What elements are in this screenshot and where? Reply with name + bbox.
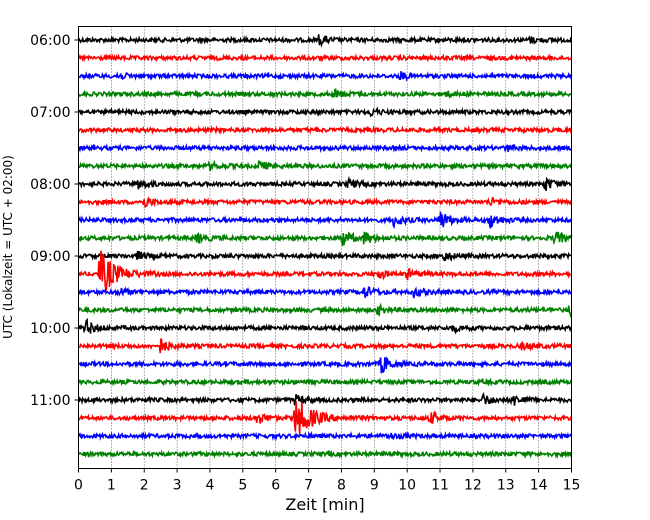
- x-axis-ticks: 0 1 2 3 4 5 6 7 8 9 10 11 12 13 14 15: [74, 468, 581, 494]
- seismic-trace: [78, 401, 573, 436]
- y-tick-label: 08:00: [30, 177, 70, 193]
- y-tick-label: 06:00: [30, 33, 70, 49]
- seismic-trace: [77, 159, 572, 172]
- seismic-trace: [77, 175, 572, 191]
- seismic-trace: [78, 286, 573, 299]
- x-tick-label: 1: [107, 478, 116, 494]
- seismic-trace: [77, 88, 572, 100]
- x-tick-label: 7: [304, 478, 313, 494]
- seismic-trace: [78, 448, 573, 459]
- seismic-trace: [78, 302, 572, 318]
- seismic-trace: [78, 250, 573, 292]
- x-tick-label: 12: [464, 478, 482, 494]
- x-tick-label: 14: [530, 478, 548, 494]
- y-tick-label: 09:00: [30, 249, 70, 265]
- y-tick-label: 10:00: [30, 321, 70, 337]
- seismic-trace: [77, 142, 573, 154]
- x-tick-label: 4: [206, 478, 215, 494]
- seismic-trace: [78, 338, 572, 354]
- seismic-trace: [77, 211, 573, 230]
- trace-lines: [77, 34, 573, 459]
- plot-frame: [78, 26, 572, 469]
- seismic-trace: [78, 392, 573, 406]
- x-tick-label: 6: [271, 478, 280, 494]
- seismic-trace: [77, 231, 573, 247]
- y-tick-label: 07:00: [30, 105, 70, 121]
- y-tick-label: 11:00: [30, 393, 70, 409]
- x-tick-label: 2: [140, 478, 149, 494]
- seismic-trace: [77, 125, 573, 135]
- x-tick-label: 11: [431, 478, 449, 494]
- x-tick-label: 5: [238, 478, 247, 494]
- seismic-trace: [78, 53, 573, 64]
- x-tick-label: 8: [337, 478, 346, 494]
- x-tick-label: 0: [74, 478, 83, 494]
- seismic-trace: [77, 317, 573, 335]
- seismic-trace: [78, 377, 573, 388]
- x-tick-label: 9: [370, 478, 379, 494]
- x-tick-label: 15: [563, 478, 581, 494]
- seismic-trace: [77, 356, 573, 374]
- seismic-trace: [78, 71, 573, 82]
- seismic-trace: [77, 106, 573, 118]
- x-tick-label: 3: [173, 478, 182, 494]
- seismic-trace: [77, 250, 572, 262]
- y-axis-ticks: 06:00 07:00 08:00 09:00 10:00 11:00: [30, 33, 79, 409]
- seismic-trace: [77, 195, 573, 209]
- x-axis-label: Zeit [min]: [285, 495, 364, 514]
- x-tick-label: 13: [497, 478, 515, 494]
- seismic-trace: [77, 430, 573, 442]
- y-axis-label: UTC (Lokalzeit = UTC + 02:00): [1, 155, 15, 339]
- seismic-trace: [77, 34, 572, 49]
- x-tick-label: 10: [398, 478, 416, 494]
